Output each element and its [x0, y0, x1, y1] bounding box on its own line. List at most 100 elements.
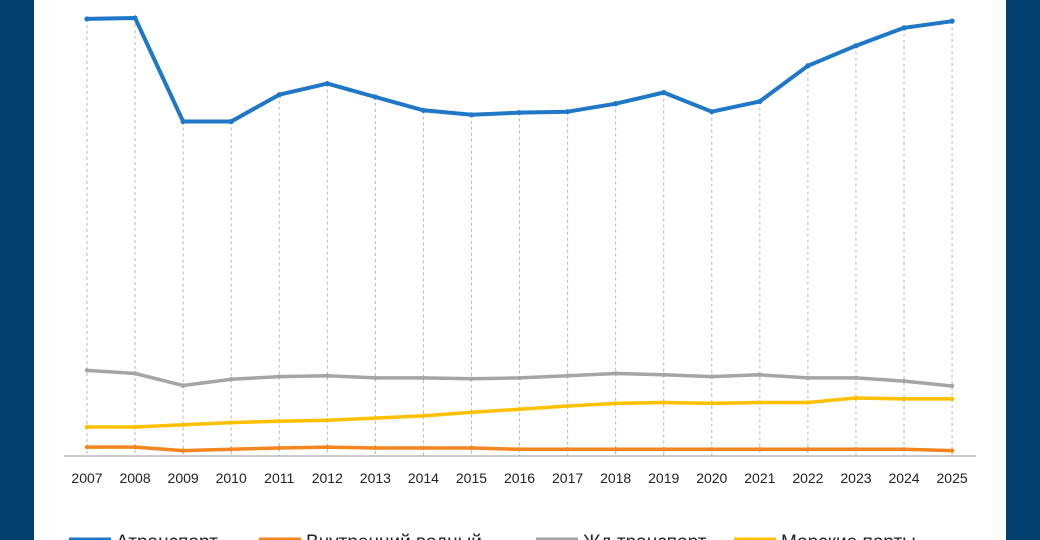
series-line [85, 16, 955, 124]
series-lines [84, 15, 955, 453]
data-point [901, 25, 907, 31]
x-tick-label: 2011 [264, 470, 294, 486]
line-chart: 2007 2008 2009 2010 2011 2012 2013 2014 2015 2016… [64, 15, 976, 540]
x-tick-label: 2022 [792, 470, 823, 486]
data-point [373, 445, 378, 451]
data-point [228, 377, 234, 382]
data-point [132, 424, 138, 430]
x-tick-label: 2008 [119, 470, 150, 486]
data-point [853, 43, 859, 49]
x-tick-label: 2015 [456, 470, 487, 486]
data-point [421, 375, 426, 381]
series-4 [84, 395, 955, 430]
data-point [661, 372, 666, 378]
data-point [565, 373, 570, 378]
data-point [661, 400, 666, 405]
data-point [709, 374, 714, 379]
x-tick-label: 2013 [360, 470, 391, 486]
data-point [372, 94, 378, 100]
data-point [180, 422, 186, 427]
data-point [517, 406, 522, 412]
data-point [421, 445, 426, 451]
data-point [949, 448, 955, 453]
data-point [613, 371, 618, 376]
legend-label: Жд транспорт [583, 532, 707, 540]
legend-label: Атранспорт [116, 532, 218, 540]
gridlines [86, 18, 953, 456]
data-point [373, 375, 378, 381]
data-point [805, 447, 811, 452]
series-1 [84, 15, 955, 125]
data-point [180, 118, 186, 125]
data-point [277, 374, 282, 379]
data-point [468, 112, 475, 118]
x-tick-label: 2019 [648, 470, 679, 486]
data-point [516, 109, 523, 116]
data-point [84, 16, 90, 22]
x-tick-label: 2021 [744, 470, 775, 486]
x-tick-label: 2018 [600, 470, 631, 486]
data-point [949, 18, 955, 24]
x-tick-label: 2020 [696, 470, 727, 486]
data-point [661, 447, 666, 452]
x-tick-label: 2014 [408, 470, 439, 486]
data-point [180, 448, 186, 453]
data-point [565, 447, 570, 452]
legend-item[interactable]: Атранспорт [69, 532, 218, 540]
series-3 [84, 368, 955, 389]
legend-label: Морские порты [781, 532, 916, 540]
data-point [565, 109, 571, 115]
data-point [565, 403, 570, 409]
data-point [805, 400, 811, 405]
data-point [517, 447, 522, 452]
data-point [277, 419, 282, 424]
data-point [901, 378, 907, 384]
data-point [757, 98, 763, 105]
data-point [709, 401, 714, 406]
data-point [180, 383, 186, 388]
data-point [469, 376, 474, 382]
data-point [84, 444, 90, 450]
x-tick-label: 2025 [937, 470, 968, 486]
legend-item[interactable]: Морские порты [734, 532, 916, 540]
x-tick-label: 2007 [71, 470, 102, 486]
data-point [517, 375, 522, 381]
data-point [613, 101, 619, 107]
data-point [373, 415, 378, 421]
x-tick-label: 2017 [552, 470, 583, 486]
legend-item[interactable]: Внутренний водный [259, 532, 482, 540]
data-point [420, 107, 427, 113]
legend: Атранспорт Внутренний водный Жд транспорт М… [69, 532, 916, 540]
data-point [324, 80, 330, 87]
data-point [132, 444, 138, 450]
data-point [805, 63, 811, 69]
data-point [757, 372, 763, 378]
x-tick-label: 2010 [216, 470, 247, 486]
data-point [709, 447, 714, 452]
data-point [709, 109, 715, 115]
data-point [469, 445, 474, 451]
legend-item[interactable]: Жд транспорт [536, 532, 707, 540]
data-point [853, 375, 859, 381]
data-point [132, 15, 138, 21]
data-point [757, 400, 763, 405]
data-point [469, 410, 474, 415]
x-tick-label: 2016 [504, 470, 535, 486]
x-tick-label: 2024 [888, 470, 919, 486]
data-point [132, 371, 138, 376]
data-point [421, 413, 426, 419]
data-point [901, 396, 907, 402]
data-point [276, 92, 282, 98]
data-point [277, 445, 282, 451]
data-point [84, 424, 90, 430]
x-tick-label: 2012 [312, 470, 343, 486]
x-tick-label: 2009 [168, 470, 199, 486]
data-point [228, 118, 234, 125]
data-point [757, 447, 763, 452]
data-point [949, 396, 955, 402]
data-point [805, 375, 811, 381]
data-point [84, 368, 90, 373]
data-point [853, 395, 859, 401]
data-point [661, 89, 667, 96]
series-2 [84, 444, 955, 453]
